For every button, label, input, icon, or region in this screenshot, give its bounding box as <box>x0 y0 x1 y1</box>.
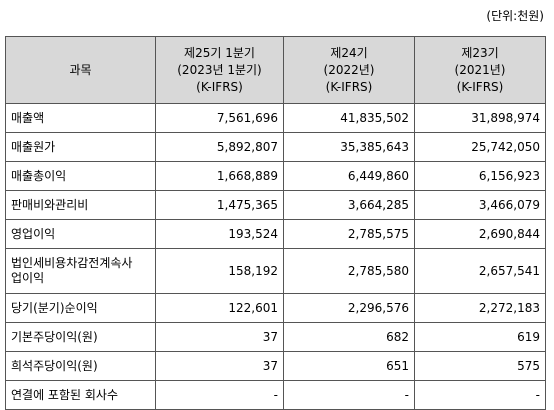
header-account: 과목 <box>5 36 156 104</box>
cell-value: 193,524 <box>155 219 284 249</box>
table-row: 판매비와관리비 1,475,365 3,664,285 3,466,079 <box>5 190 546 220</box>
cell-value: - <box>414 380 546 410</box>
cell-value: 6,449,860 <box>283 161 415 191</box>
cell-value: 35,385,643 <box>283 132 415 162</box>
row-label-line: 업이익 <box>11 271 45 285</box>
cell-value: 3,466,079 <box>414 190 546 220</box>
row-label: 연결에 포함된 회사수 <box>5 380 156 410</box>
header-line: (K-IFRS) <box>196 79 243 94</box>
table-row: 매출액 7,561,696 41,835,502 31,898,974 <box>5 103 546 133</box>
row-label: 매출총이익 <box>5 161 156 191</box>
header-period-25-q1: 제25기 1분기 (2023년 1분기) (K-IFRS) <box>155 36 284 104</box>
table-row: 연결에 포함된 회사수 - - - <box>5 380 546 410</box>
table-row: 기본주당이익(원) 37 682 619 <box>5 322 546 352</box>
cell-value: 5,892,807 <box>155 132 284 162</box>
header-line: (2023년 1분기) <box>177 62 262 77</box>
cell-value: - <box>155 380 284 410</box>
header-period-24: 제24기 (2022년) (K-IFRS) <box>283 36 415 104</box>
cell-value: 7,561,696 <box>155 103 284 133</box>
header-line: (K-IFRS) <box>325 79 373 94</box>
cell-value: 2,272,183 <box>414 293 546 323</box>
header-line: 제23기 <box>461 45 499 60</box>
cell-value: 2,296,576 <box>283 293 415 323</box>
row-label: 영업이익 <box>5 219 156 249</box>
table-row: 매출총이익 1,668,889 6,449,860 6,156,923 <box>5 161 546 191</box>
cell-value: 25,742,050 <box>414 132 546 162</box>
cell-value: 682 <box>283 322 415 352</box>
table-row: 당기(분기)순이익 122,601 2,296,576 2,272,183 <box>5 293 546 323</box>
cell-value: 651 <box>283 351 415 381</box>
cell-value: 158,192 <box>155 248 284 294</box>
header-line: (2022년) <box>323 62 375 77</box>
cell-value: 122,601 <box>155 293 284 323</box>
cell-value: 37 <box>155 322 284 352</box>
header-line: 제24기 <box>330 45 368 60</box>
header-period-23: 제23기 (2021년) (K-IFRS) <box>414 36 546 104</box>
cell-value: 2,657,541 <box>414 248 546 294</box>
cell-value: - <box>283 380 415 410</box>
header-line: 제25기 1분기 <box>184 45 255 60</box>
table-row: 영업이익 193,524 2,785,575 2,690,844 <box>5 219 546 249</box>
unit-note: (단위:천원) <box>486 9 544 23</box>
row-label: 판매비와관리비 <box>5 190 156 220</box>
row-label: 기본주당이익(원) <box>5 322 156 352</box>
cell-value: 31,898,974 <box>414 103 546 133</box>
row-label: 매출액 <box>5 103 156 133</box>
financial-summary-table: 과목 제25기 1분기 (2023년 1분기) (K-IFRS) 제24기 (2… <box>5 36 546 410</box>
table-row: 법인세비용차감전계속사 업이익 158,192 2,785,580 2,657,5… <box>5 248 546 294</box>
row-label: 희석주당이익(원) <box>5 351 156 381</box>
header-line: (2021년) <box>454 62 506 77</box>
row-label: 매출원가 <box>5 132 156 162</box>
row-label-line: 법인세비용차감전계속사 <box>11 256 133 270</box>
table-row: 희석주당이익(원) 37 651 575 <box>5 351 546 381</box>
cell-value: 575 <box>414 351 546 381</box>
cell-value: 41,835,502 <box>283 103 415 133</box>
cell-value: 1,475,365 <box>155 190 284 220</box>
cell-value: 1,668,889 <box>155 161 284 191</box>
table-row: 매출원가 5,892,807 35,385,643 25,742,050 <box>5 132 546 162</box>
cell-value: 2,690,844 <box>414 219 546 249</box>
header-line: (K-IFRS) <box>456 79 504 94</box>
cell-value: 2,785,580 <box>283 248 415 294</box>
cell-value: 6,156,923 <box>414 161 546 191</box>
cell-value: 37 <box>155 351 284 381</box>
cell-value: 619 <box>414 322 546 352</box>
cell-value: 2,785,575 <box>283 219 415 249</box>
row-label: 당기(분기)순이익 <box>5 293 156 323</box>
cell-value: 3,664,285 <box>283 190 415 220</box>
row-label: 법인세비용차감전계속사 업이익 <box>5 248 156 294</box>
table-header-row: 과목 제25기 1분기 (2023년 1분기) (K-IFRS) 제24기 (2… <box>5 36 546 104</box>
